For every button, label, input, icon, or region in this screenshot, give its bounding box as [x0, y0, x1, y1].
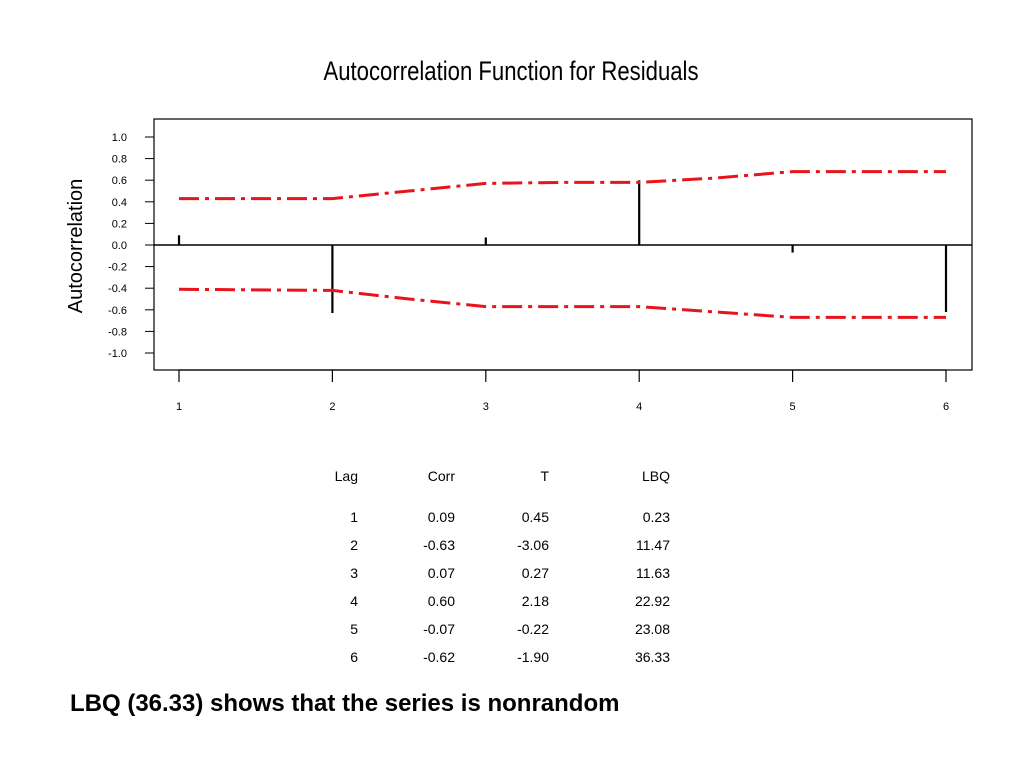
y-tick-label: 1.0 — [112, 132, 127, 144]
acf-bars — [177, 180, 948, 314]
table-cell: -0.22 — [517, 621, 549, 637]
table-cell: 0.23 — [643, 509, 670, 525]
y-axis: 1.0 0.8 0.6 0.4 0.2 0.0 -0.2 -0.4 -0.6 -0.8 -1.0 — [108, 132, 154, 360]
y-tick-label: 0.0 — [112, 240, 127, 252]
y-tick-label: 0.6 — [112, 175, 127, 187]
table-cell: 36.33 — [635, 649, 670, 665]
y-tick-label: -0.6 — [108, 305, 127, 317]
table-cell: 23.08 — [635, 621, 670, 637]
x-tick-label: 1 — [176, 401, 182, 413]
x-tick-label: 5 — [790, 401, 796, 413]
x-tick-label: 2 — [329, 401, 335, 413]
x-tick-label: 4 — [636, 401, 642, 413]
table-cell: 1 — [350, 509, 358, 525]
table-cell: -3.06 — [517, 537, 549, 553]
x-tick-label: 6 — [943, 401, 949, 413]
table-cell: 0.09 — [428, 509, 455, 525]
table-cell: 6 — [350, 649, 358, 665]
y-tick-label: -1.0 — [108, 348, 127, 360]
caption-text: LBQ (36.33) shows that the series is non… — [70, 690, 620, 717]
y-tick-label: 0.8 — [112, 154, 127, 166]
table-cell: -1.90 — [517, 649, 549, 665]
table-cell: 22.92 — [635, 593, 670, 609]
stats-table: Lag Corr T LBQ 1 0.09 0.45 0.23 2 -0.63 -3.06 11.47… — [335, 468, 671, 665]
table-cell: 2.18 — [522, 593, 549, 609]
x-tick-label: 3 — [483, 401, 489, 413]
table-header-t: T — [540, 468, 549, 484]
table-cell: -0.63 — [423, 537, 455, 553]
table-cell: -0.62 — [423, 649, 455, 665]
table-cell: 5 — [350, 621, 358, 637]
lower-confidence-limit — [178, 287, 946, 319]
table-cell: 0.60 — [428, 593, 455, 609]
y-tick-label: -0.2 — [108, 262, 127, 274]
table-cell: 11.47 — [636, 537, 670, 553]
upper-confidence-limit — [179, 170, 946, 201]
x-axis: 1 2 3 4 5 6 — [176, 369, 949, 413]
y-axis-label: Autocorrelation — [65, 179, 87, 314]
table-cell: -0.07 — [423, 621, 455, 637]
y-tick-label: -0.8 — [108, 326, 127, 338]
table-cell: 0.27 — [522, 565, 549, 581]
table-cell: 4 — [350, 593, 358, 609]
table-cell: 0.45 — [522, 509, 549, 525]
table-header-corr: Corr — [428, 468, 456, 484]
y-tick-label: 0.2 — [112, 218, 127, 230]
y-tick-label: 0.4 — [112, 197, 127, 209]
y-tick-label: -0.4 — [108, 283, 127, 295]
table-cell: 2 — [350, 537, 358, 553]
table-cell: 0.07 — [428, 565, 455, 581]
table-header-lag: Lag — [335, 468, 358, 484]
table-header-lbq: LBQ — [642, 468, 670, 484]
chart-title: Autocorrelation Function for Residuals — [323, 57, 698, 87]
table-cell: 11.63 — [636, 565, 670, 581]
table-cell: 3 — [350, 565, 358, 581]
